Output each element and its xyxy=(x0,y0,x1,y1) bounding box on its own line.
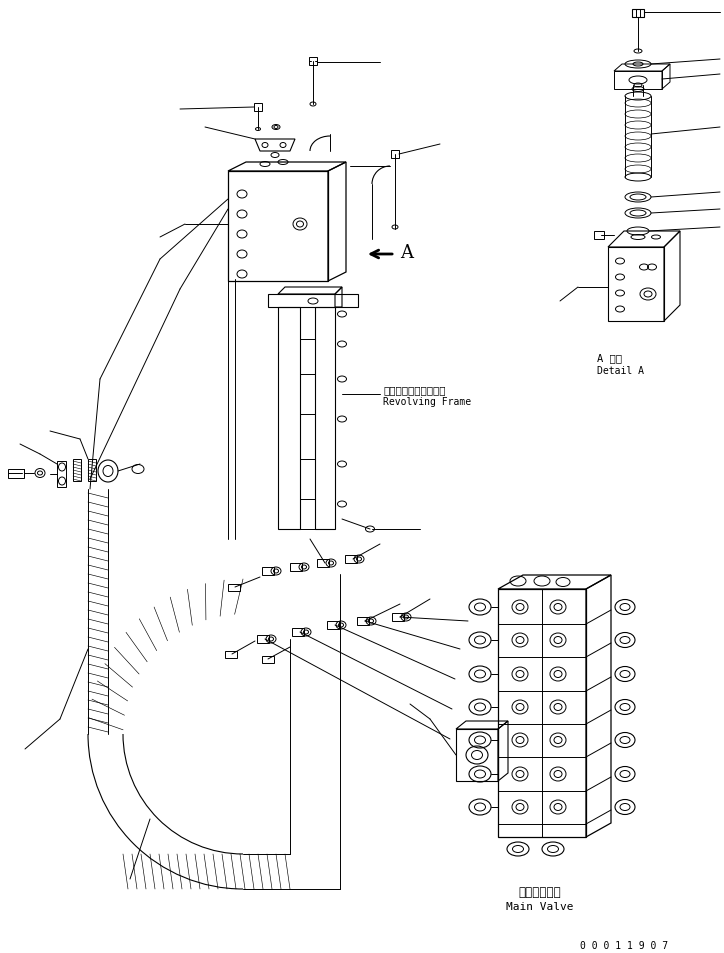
Bar xyxy=(345,556,357,563)
Bar xyxy=(327,621,339,629)
Bar xyxy=(8,470,24,478)
Text: A: A xyxy=(400,244,413,262)
Text: A 詳細: A 詳細 xyxy=(597,353,622,363)
Bar xyxy=(225,651,237,659)
Bar xyxy=(262,567,274,576)
Bar xyxy=(309,58,317,66)
Bar xyxy=(257,636,269,643)
Bar xyxy=(317,559,329,567)
Text: レボルビングフレーム: レボルビングフレーム xyxy=(383,385,445,395)
Text: Main Valve: Main Valve xyxy=(506,901,573,911)
Text: Revolving Frame: Revolving Frame xyxy=(383,396,471,407)
Text: Detail A: Detail A xyxy=(597,366,644,375)
Bar xyxy=(262,657,274,663)
Bar xyxy=(594,232,604,240)
Bar xyxy=(88,459,96,481)
Bar xyxy=(73,459,81,481)
Bar xyxy=(391,151,399,159)
Text: 0 0 0 1 1 9 0 7: 0 0 0 1 1 9 0 7 xyxy=(580,940,668,950)
Bar xyxy=(357,618,369,625)
Bar xyxy=(292,628,304,637)
Bar xyxy=(392,614,404,621)
Bar xyxy=(290,563,302,572)
Text: メインバルブ: メインバルブ xyxy=(518,885,561,899)
Bar xyxy=(254,104,262,112)
Bar xyxy=(228,584,240,592)
